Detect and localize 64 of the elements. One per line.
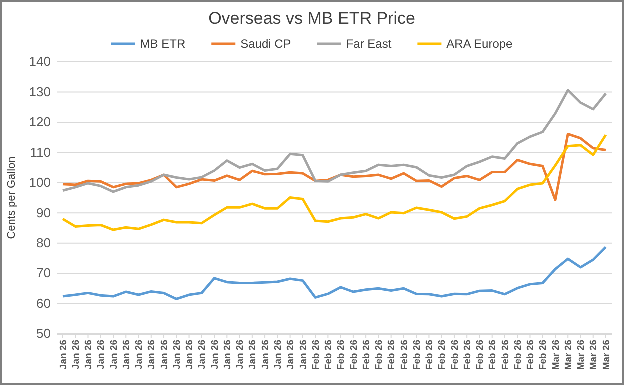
x-tick-label: Jan 26 [58, 340, 70, 370]
x-tick-label: Jan 26 [96, 340, 108, 370]
x-tick-label: Feb 26 [475, 340, 486, 370]
x-tick-label: Jan 26 [298, 340, 310, 370]
legend-label: ARA Europe [446, 37, 514, 52]
chart-title: Overseas vs MB ETR Price [208, 9, 416, 28]
x-tick-label: Mar 26 [550, 340, 562, 370]
y-axis-title: Cents per Gallon [6, 156, 18, 240]
x-tick-label: Feb 26 [424, 340, 436, 370]
x-tick-label: Feb 26 [361, 340, 372, 370]
y-tick-label: 70 [36, 266, 51, 281]
legend-label: Saudi CP [240, 37, 292, 52]
line-series [62, 132, 608, 202]
x-tick-label: Jan 26 [84, 340, 95, 370]
y-tick-label: 120 [29, 114, 51, 130]
line-series [62, 134, 608, 232]
x-tick-label: Feb 26 [399, 340, 410, 370]
x-tick-label: Jan 26 [210, 340, 221, 370]
x-tick-label: Jan 26 [222, 340, 234, 370]
x-tick-label: Jan 26 [248, 340, 259, 370]
x-tick-label: Jan 26 [235, 340, 246, 370]
y-tick-label: 60 [36, 296, 51, 311]
line-series [62, 89, 608, 194]
x-tick-label: Feb 26 [374, 340, 386, 370]
x-tick-label: Feb 26 [488, 340, 499, 370]
x-tick-label: Feb 26 [450, 340, 461, 370]
y-tick-label: 140 [29, 54, 51, 70]
x-tick-label: Feb 26 [324, 340, 335, 370]
y-tick-label: 50 [36, 326, 51, 342]
x-tick-label: Feb 26 [526, 340, 537, 370]
y-tick-label: 130 [29, 84, 51, 100]
legend-label: MB ETR [140, 37, 186, 52]
x-tick-label: Jan 26 [146, 340, 158, 370]
x-tick-label: Feb 26 [437, 340, 448, 370]
y-tick-label: 110 [30, 144, 51, 160]
y-tick-label: 90 [36, 205, 51, 220]
x-tick-label: Feb 26 [538, 340, 550, 370]
x-tick-label: Mar 26 [563, 340, 574, 370]
x-tick-label: Jan 26 [172, 340, 183, 370]
x-tick-label: Feb 26 [348, 340, 360, 370]
x-tick-label: Jan 26 [260, 340, 272, 370]
x-tick-label: Mar 26 [576, 340, 588, 370]
x-tick-label: Feb 26 [310, 340, 322, 370]
line-series [62, 246, 608, 300]
x-tick-label: Feb 26 [500, 340, 512, 370]
y-tick-label: 100 [29, 175, 51, 190]
x-tick-label: Jan 26 [197, 340, 208, 370]
x-tick-label: Feb 26 [462, 340, 474, 370]
x-tick-label: Jan 26 [273, 340, 284, 370]
x-tick-label: Feb 26 [336, 340, 348, 370]
x-tick-label: Jan 26 [70, 340, 82, 370]
y-tick-label: 80 [36, 235, 51, 250]
x-tick-label: Mar 26 [588, 340, 600, 370]
x-tick-label: Feb 26 [412, 340, 423, 370]
x-tick-label: Jan 26 [134, 340, 146, 370]
x-tick-label: Jan 26 [108, 340, 120, 370]
x-tick-label: Jan 26 [184, 340, 196, 370]
x-tick-label: Feb 26 [386, 340, 398, 370]
x-tick-label: Jan 26 [286, 340, 297, 370]
x-tick-label: Jan 26 [121, 340, 132, 370]
legend-label: Far East [346, 37, 392, 52]
x-tick-label: Mar 26 [601, 340, 612, 370]
x-tick-label: Feb 26 [512, 340, 524, 370]
x-tick-label: Jan 26 [159, 340, 170, 370]
